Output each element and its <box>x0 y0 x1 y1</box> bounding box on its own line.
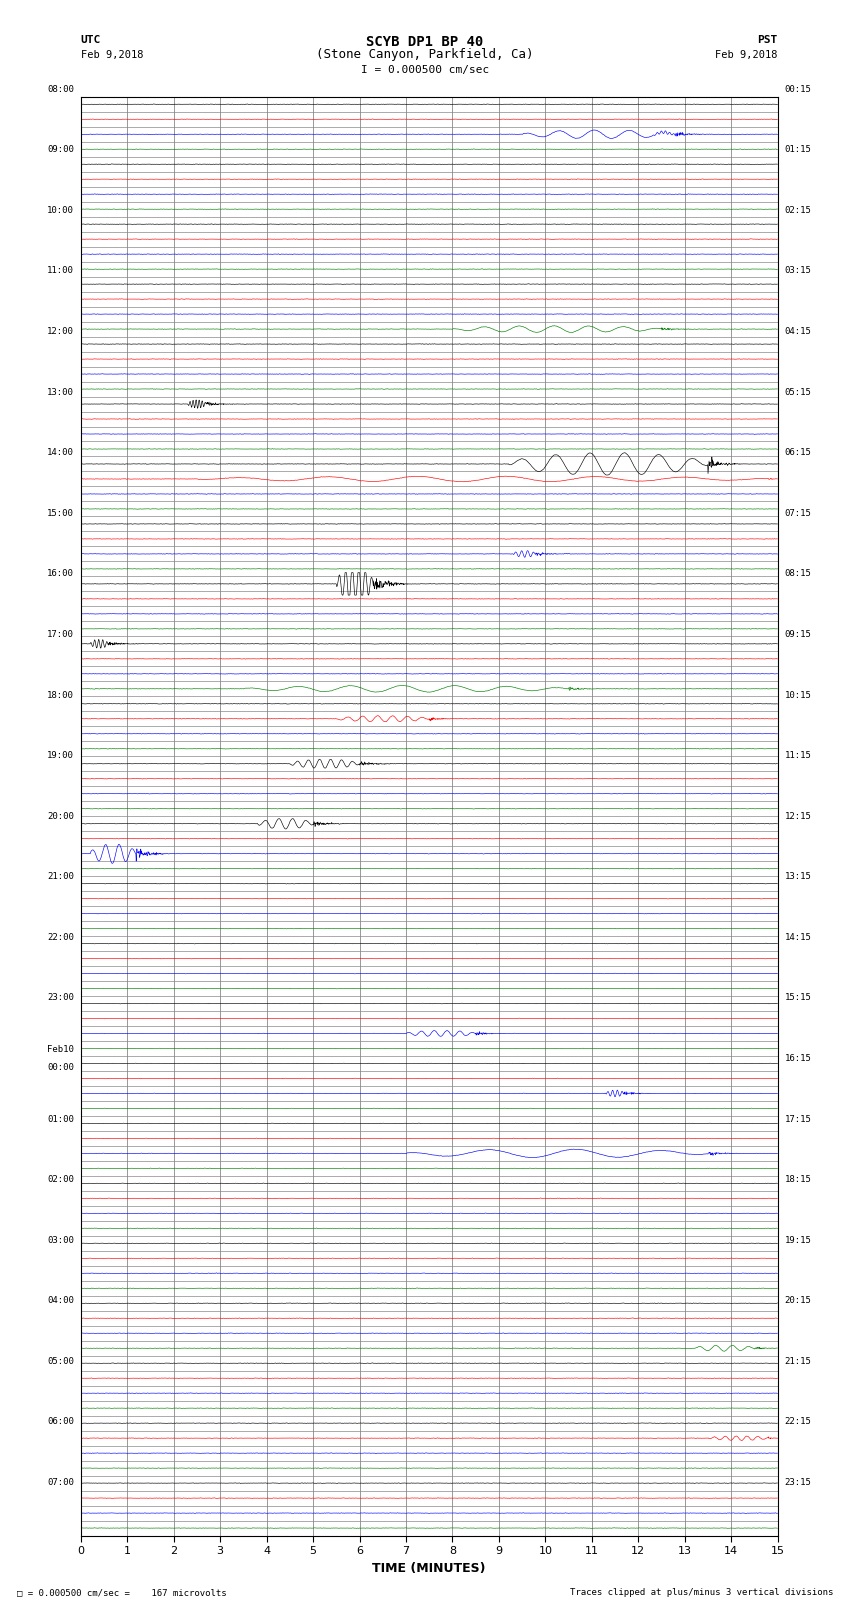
Text: 07:00: 07:00 <box>47 1478 74 1487</box>
Text: 18:15: 18:15 <box>785 1176 812 1184</box>
Text: 16:00: 16:00 <box>47 569 74 579</box>
Text: 19:15: 19:15 <box>785 1236 812 1245</box>
Text: 16:15: 16:15 <box>785 1053 812 1063</box>
Text: (Stone Canyon, Parkfield, Ca): (Stone Canyon, Parkfield, Ca) <box>316 48 534 61</box>
Text: 03:00: 03:00 <box>47 1236 74 1245</box>
Text: 22:00: 22:00 <box>47 932 74 942</box>
Text: 02:00: 02:00 <box>47 1176 74 1184</box>
Text: 08:00: 08:00 <box>47 85 74 94</box>
Text: 22:15: 22:15 <box>785 1418 812 1426</box>
Text: 04:00: 04:00 <box>47 1297 74 1305</box>
Text: 00:15: 00:15 <box>785 85 812 94</box>
Text: PST: PST <box>757 35 778 45</box>
Text: 11:00: 11:00 <box>47 266 74 276</box>
Text: 02:15: 02:15 <box>785 206 812 215</box>
Text: 09:00: 09:00 <box>47 145 74 155</box>
Text: 19:00: 19:00 <box>47 752 74 760</box>
Text: 06:15: 06:15 <box>785 448 812 456</box>
Text: 14:00: 14:00 <box>47 448 74 456</box>
Text: 01:15: 01:15 <box>785 145 812 155</box>
Text: 14:15: 14:15 <box>785 932 812 942</box>
Text: 09:15: 09:15 <box>785 631 812 639</box>
Text: 23:15: 23:15 <box>785 1478 812 1487</box>
Text: 13:00: 13:00 <box>47 387 74 397</box>
Text: 03:15: 03:15 <box>785 266 812 276</box>
Text: 21:00: 21:00 <box>47 873 74 881</box>
Text: 20:15: 20:15 <box>785 1297 812 1305</box>
Text: Traces clipped at plus/minus 3 vertical divisions: Traces clipped at plus/minus 3 vertical … <box>570 1587 833 1597</box>
Text: 10:15: 10:15 <box>785 690 812 700</box>
Text: □ = 0.000500 cm/sec =    167 microvolts: □ = 0.000500 cm/sec = 167 microvolts <box>17 1587 227 1597</box>
Text: 11:15: 11:15 <box>785 752 812 760</box>
Text: 07:15: 07:15 <box>785 508 812 518</box>
Text: 15:00: 15:00 <box>47 508 74 518</box>
Text: 21:15: 21:15 <box>785 1357 812 1366</box>
Text: 08:15: 08:15 <box>785 569 812 579</box>
Text: 05:15: 05:15 <box>785 387 812 397</box>
Text: 17:00: 17:00 <box>47 631 74 639</box>
Text: 06:00: 06:00 <box>47 1418 74 1426</box>
Text: Feb 9,2018: Feb 9,2018 <box>81 50 144 60</box>
Text: 20:00: 20:00 <box>47 811 74 821</box>
Text: 17:15: 17:15 <box>785 1115 812 1124</box>
Text: 12:00: 12:00 <box>47 327 74 336</box>
Text: 05:00: 05:00 <box>47 1357 74 1366</box>
Text: 00:00: 00:00 <box>47 1063 74 1073</box>
Text: 13:15: 13:15 <box>785 873 812 881</box>
Text: 10:00: 10:00 <box>47 206 74 215</box>
Text: 04:15: 04:15 <box>785 327 812 336</box>
Text: 23:00: 23:00 <box>47 994 74 1002</box>
Text: 18:00: 18:00 <box>47 690 74 700</box>
X-axis label: TIME (MINUTES): TIME (MINUTES) <box>372 1561 486 1574</box>
Text: 12:15: 12:15 <box>785 811 812 821</box>
Text: SCYB DP1 BP 40: SCYB DP1 BP 40 <box>366 35 484 50</box>
Text: I = 0.000500 cm/sec: I = 0.000500 cm/sec <box>361 65 489 74</box>
Text: 01:00: 01:00 <box>47 1115 74 1124</box>
Text: Feb 9,2018: Feb 9,2018 <box>715 50 778 60</box>
Text: Feb10: Feb10 <box>47 1045 74 1053</box>
Text: 15:15: 15:15 <box>785 994 812 1002</box>
Text: UTC: UTC <box>81 35 101 45</box>
